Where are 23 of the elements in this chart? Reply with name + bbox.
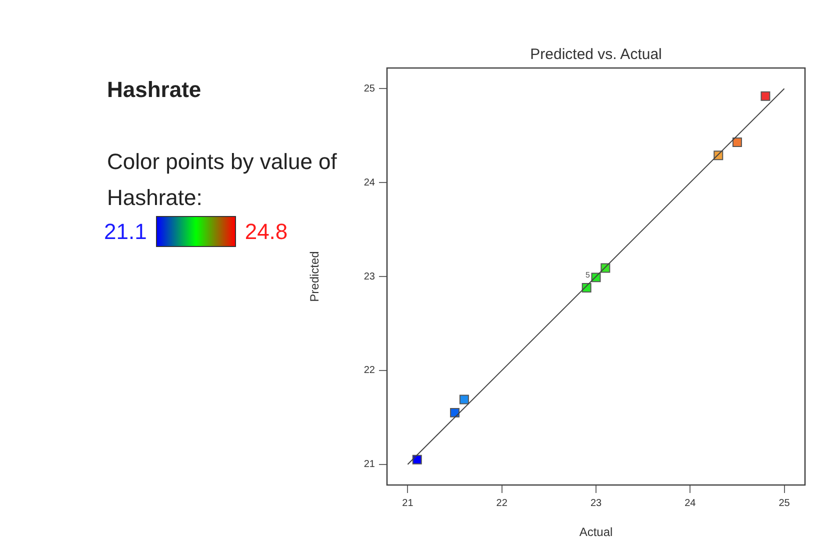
y-tick-label: 25 bbox=[364, 83, 376, 94]
point bbox=[450, 408, 460, 418]
point bbox=[732, 137, 742, 147]
y-tick-label: 24 bbox=[364, 177, 376, 188]
x-tick-label: 23 bbox=[590, 498, 602, 509]
x-tick-label: 25 bbox=[778, 498, 790, 509]
chart-title: Predicted vs. Actual bbox=[530, 46, 662, 64]
text: 21.1 bbox=[104, 218, 147, 244]
x-tick-label: 22 bbox=[496, 498, 508, 509]
x-tick-label: 24 bbox=[684, 498, 696, 509]
y-tick-label: 21 bbox=[364, 459, 376, 470]
y-tick-label: 22 bbox=[364, 365, 376, 376]
point bbox=[459, 394, 469, 404]
x-tick-label: 21 bbox=[402, 498, 414, 509]
y-tick-label: 23 bbox=[364, 271, 376, 282]
x-axis-title: Actual bbox=[579, 525, 613, 540]
point bbox=[760, 91, 770, 101]
annotation: 5 bbox=[586, 270, 591, 280]
text: Hashrate bbox=[107, 77, 202, 103]
color-bar-title: Color points by value of Hashrate: bbox=[107, 148, 338, 212]
point bbox=[412, 454, 422, 464]
text: 24.8 bbox=[244, 218, 288, 244]
y-axis-title: Predicted bbox=[308, 251, 322, 302]
